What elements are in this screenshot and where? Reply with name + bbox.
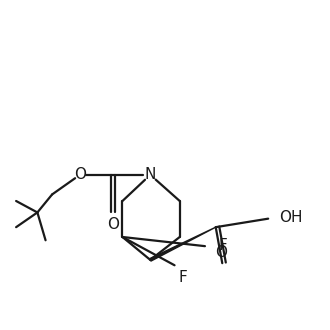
Polygon shape [150,227,216,261]
Text: O: O [74,167,86,182]
Text: N: N [145,167,156,182]
Text: F: F [218,238,227,253]
Text: F: F [179,270,187,285]
Text: OH: OH [279,210,302,225]
Text: O: O [214,245,227,260]
Text: O: O [107,217,119,232]
